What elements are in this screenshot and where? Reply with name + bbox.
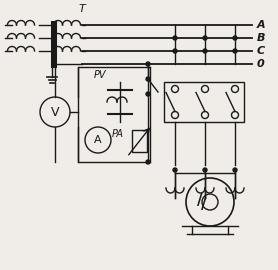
Text: B: B <box>257 33 265 43</box>
Circle shape <box>146 160 150 164</box>
Text: PA: PA <box>112 129 124 139</box>
Text: A: A <box>94 135 102 145</box>
Circle shape <box>173 49 177 53</box>
Bar <box>78 67 150 162</box>
Circle shape <box>146 92 150 96</box>
Text: PV: PV <box>94 70 106 80</box>
Circle shape <box>173 36 177 40</box>
Text: /: / <box>201 197 207 211</box>
Circle shape <box>146 62 150 66</box>
Bar <box>164 82 244 122</box>
Circle shape <box>233 168 237 172</box>
Circle shape <box>203 49 207 53</box>
Circle shape <box>203 36 207 40</box>
Text: V: V <box>51 106 59 119</box>
Circle shape <box>203 168 207 172</box>
Text: C: C <box>257 46 265 56</box>
Circle shape <box>233 36 237 40</box>
Text: T: T <box>79 4 85 14</box>
Circle shape <box>233 49 237 53</box>
Bar <box>132 130 147 152</box>
Circle shape <box>146 77 150 81</box>
Text: /: / <box>197 193 203 208</box>
Text: 0: 0 <box>257 59 265 69</box>
Circle shape <box>173 168 177 172</box>
Text: A: A <box>257 20 265 30</box>
